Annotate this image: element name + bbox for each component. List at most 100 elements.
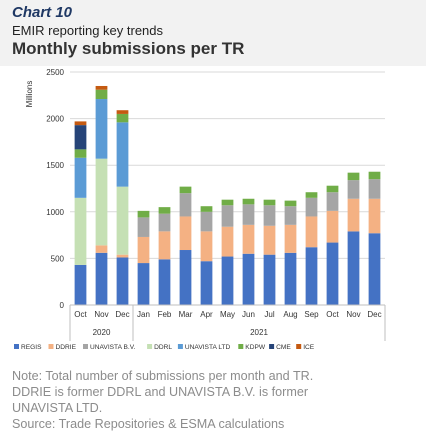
bar-segment-unavista-b-v- [158,213,171,232]
legend-swatch [238,344,244,349]
bar-segment-ddrie [116,254,129,258]
bar-segment-ddrie [221,226,234,257]
legend-swatch [269,344,275,349]
bar-segment-kdpw [95,89,108,100]
bar-segment-regis [137,263,150,305]
bar-segment-unavista-b-v- [284,206,297,225]
bar-segment-regis [347,231,360,305]
legend-swatch [83,344,88,349]
bar-segment-ddrl [74,197,87,265]
x-tick-label: Dec [115,310,129,319]
bar-segment-ddrie [347,198,360,232]
legend-swatch [177,344,183,349]
bar-segment-kdpw [137,210,150,218]
bar-segment-kdpw [221,199,234,206]
source-line: Source: Trade Repositories & ESMA calcul… [12,417,285,431]
chart-note: Note: Total number of submissions per mo… [12,368,416,432]
x-tick-label: Aug [283,310,297,319]
bar-segment-ice [74,121,87,126]
y-tick-label: 2500 [46,68,64,77]
bar-segment-regis [200,261,213,305]
bar-segment-ddrie [158,231,171,260]
bar-segment-kdpw [326,185,339,193]
bar-segment-kdpw [263,199,276,206]
bar-segment-ice [116,110,129,114]
bar-segment-kdpw [116,113,129,123]
x-tick-label: Mar [179,310,193,319]
bar-segment-kdpw [200,206,213,212]
chart-title: Monthly submissions per TR [12,39,245,58]
bar-segment-unavista-ltd [116,122,129,187]
bar-segment-unavista-b-v- [263,205,276,226]
x-tick-label: Apr [200,310,213,319]
bar-segment-unavista-ltd [74,157,87,198]
chart-subtitle: EMIR reporting key trends [12,23,164,38]
bar-segment-kdpw [284,200,297,207]
bar-segment-kdpw [368,171,381,180]
note-line-1: Note: Total number of submissions per mo… [12,369,314,383]
stacked-bar-chart: 0 500 1000 1500 2000 2500 Millions Oct Nov Dec Jan… [14,68,386,351]
bar-segment-ddrie [368,198,381,234]
legend-swatch [296,344,302,349]
bar-segment-regis [326,242,339,305]
bar-segment-ddrie [263,225,276,255]
legend-item-ice: ICE [303,344,315,351]
bar-segment-ddrie [326,210,339,243]
chart-number: Chart 10 [12,4,73,21]
y-tick-label: 1000 [46,208,64,217]
y-tick-label: 0 [60,301,65,310]
legend-item-ddrl: DDRL [154,344,172,351]
note-line-3: UNAVISTA LTD. [12,401,103,415]
y-tick-label: 2000 [46,115,64,124]
legend-item-regis: REGIS [21,344,42,351]
x-tick-label: Jan [137,310,150,319]
bar-segment-kdpw [74,149,87,158]
bar-segment-ddrie [95,245,108,253]
bar-segment-kdpw [158,207,171,214]
legend-swatch [48,344,54,349]
bar-segment-unavista-b-v- [179,193,192,217]
bar-segment-unavista-b-v- [242,204,255,225]
x-tick-label: Nov [94,310,108,319]
bar-segment-ice [95,85,108,90]
bar-segment-unavista-b-v- [347,180,360,199]
y-tick-label: 500 [51,254,65,263]
bar-segment-ddrie [305,216,318,248]
bar-segment-regis [74,264,87,305]
bar-segment-regis [221,256,234,305]
bar-segment-ddrl [116,186,129,255]
bar-segment-unavista-ltd [95,99,108,159]
bar-segment-unavista-b-v- [305,197,318,217]
bar-segment-ddrie [242,224,255,254]
x-tick-label: May [220,310,235,319]
bar-segment-kdpw [347,172,360,181]
bar-segment-unavista-b-v- [368,179,381,199]
legend-item-ddrie: DDRIE [56,344,77,351]
bar-segment-regis [116,257,129,305]
bar-segment-regis [242,253,255,305]
legend-item-unavista-b-v-: UNAVISTA B.V. [90,344,135,351]
bar-segment-unavista-b-v- [221,205,234,227]
bar-segment-ddrie [200,231,213,262]
bar-segment-regis [263,254,276,305]
bar-segment-regis [284,252,297,305]
y-tick-label: 1500 [46,161,64,170]
bar-segment-ddrie [179,216,192,251]
bar-segment-kdpw [179,186,192,194]
x-tick-label: Jun [242,310,255,319]
year-label: 2020 [93,328,111,337]
bar-segment-cme [74,125,87,150]
bar-segment-regis [305,247,318,305]
x-tick-label: Nov [346,310,360,319]
bar-segment-kdpw [242,198,255,205]
year-label: 2021 [250,328,268,337]
legend-item-unavista-ltd: UNAVISTA LTD [185,344,231,351]
bar-segment-regis [368,233,381,305]
bar-segment-regis [179,250,192,305]
x-tick-label: Dec [367,310,381,319]
x-tick-label: Sep [304,310,319,319]
legend-item-kdpw: KDPW [245,344,266,351]
bar-segment-ddrl [95,158,108,246]
bar-segment-unavista-b-v- [137,217,150,237]
y-axis-label: Millions [25,81,34,108]
